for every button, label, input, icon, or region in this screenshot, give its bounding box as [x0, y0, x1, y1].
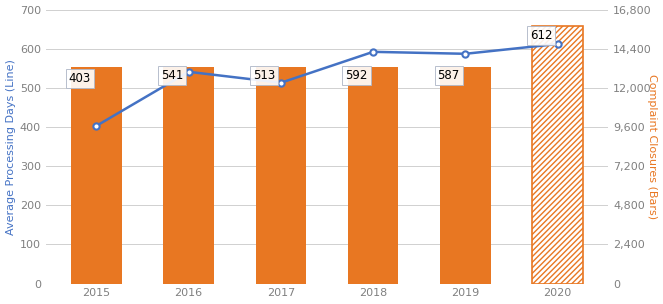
Bar — [440, 67, 491, 284]
Text: 513: 513 — [253, 69, 275, 82]
Text: 592: 592 — [345, 69, 368, 82]
Text: 403: 403 — [69, 72, 91, 85]
Y-axis label: Average Processing Days (Line): Average Processing Days (Line) — [5, 59, 15, 234]
Bar — [163, 67, 214, 284]
Bar — [348, 67, 398, 284]
Bar — [532, 26, 583, 284]
Bar — [255, 67, 306, 284]
Text: 612: 612 — [530, 29, 552, 42]
Y-axis label: Complaint Closures (Bars): Complaint Closures (Bars) — [648, 74, 658, 219]
Bar — [71, 67, 122, 284]
Text: 587: 587 — [438, 69, 460, 82]
Text: 541: 541 — [161, 69, 183, 82]
